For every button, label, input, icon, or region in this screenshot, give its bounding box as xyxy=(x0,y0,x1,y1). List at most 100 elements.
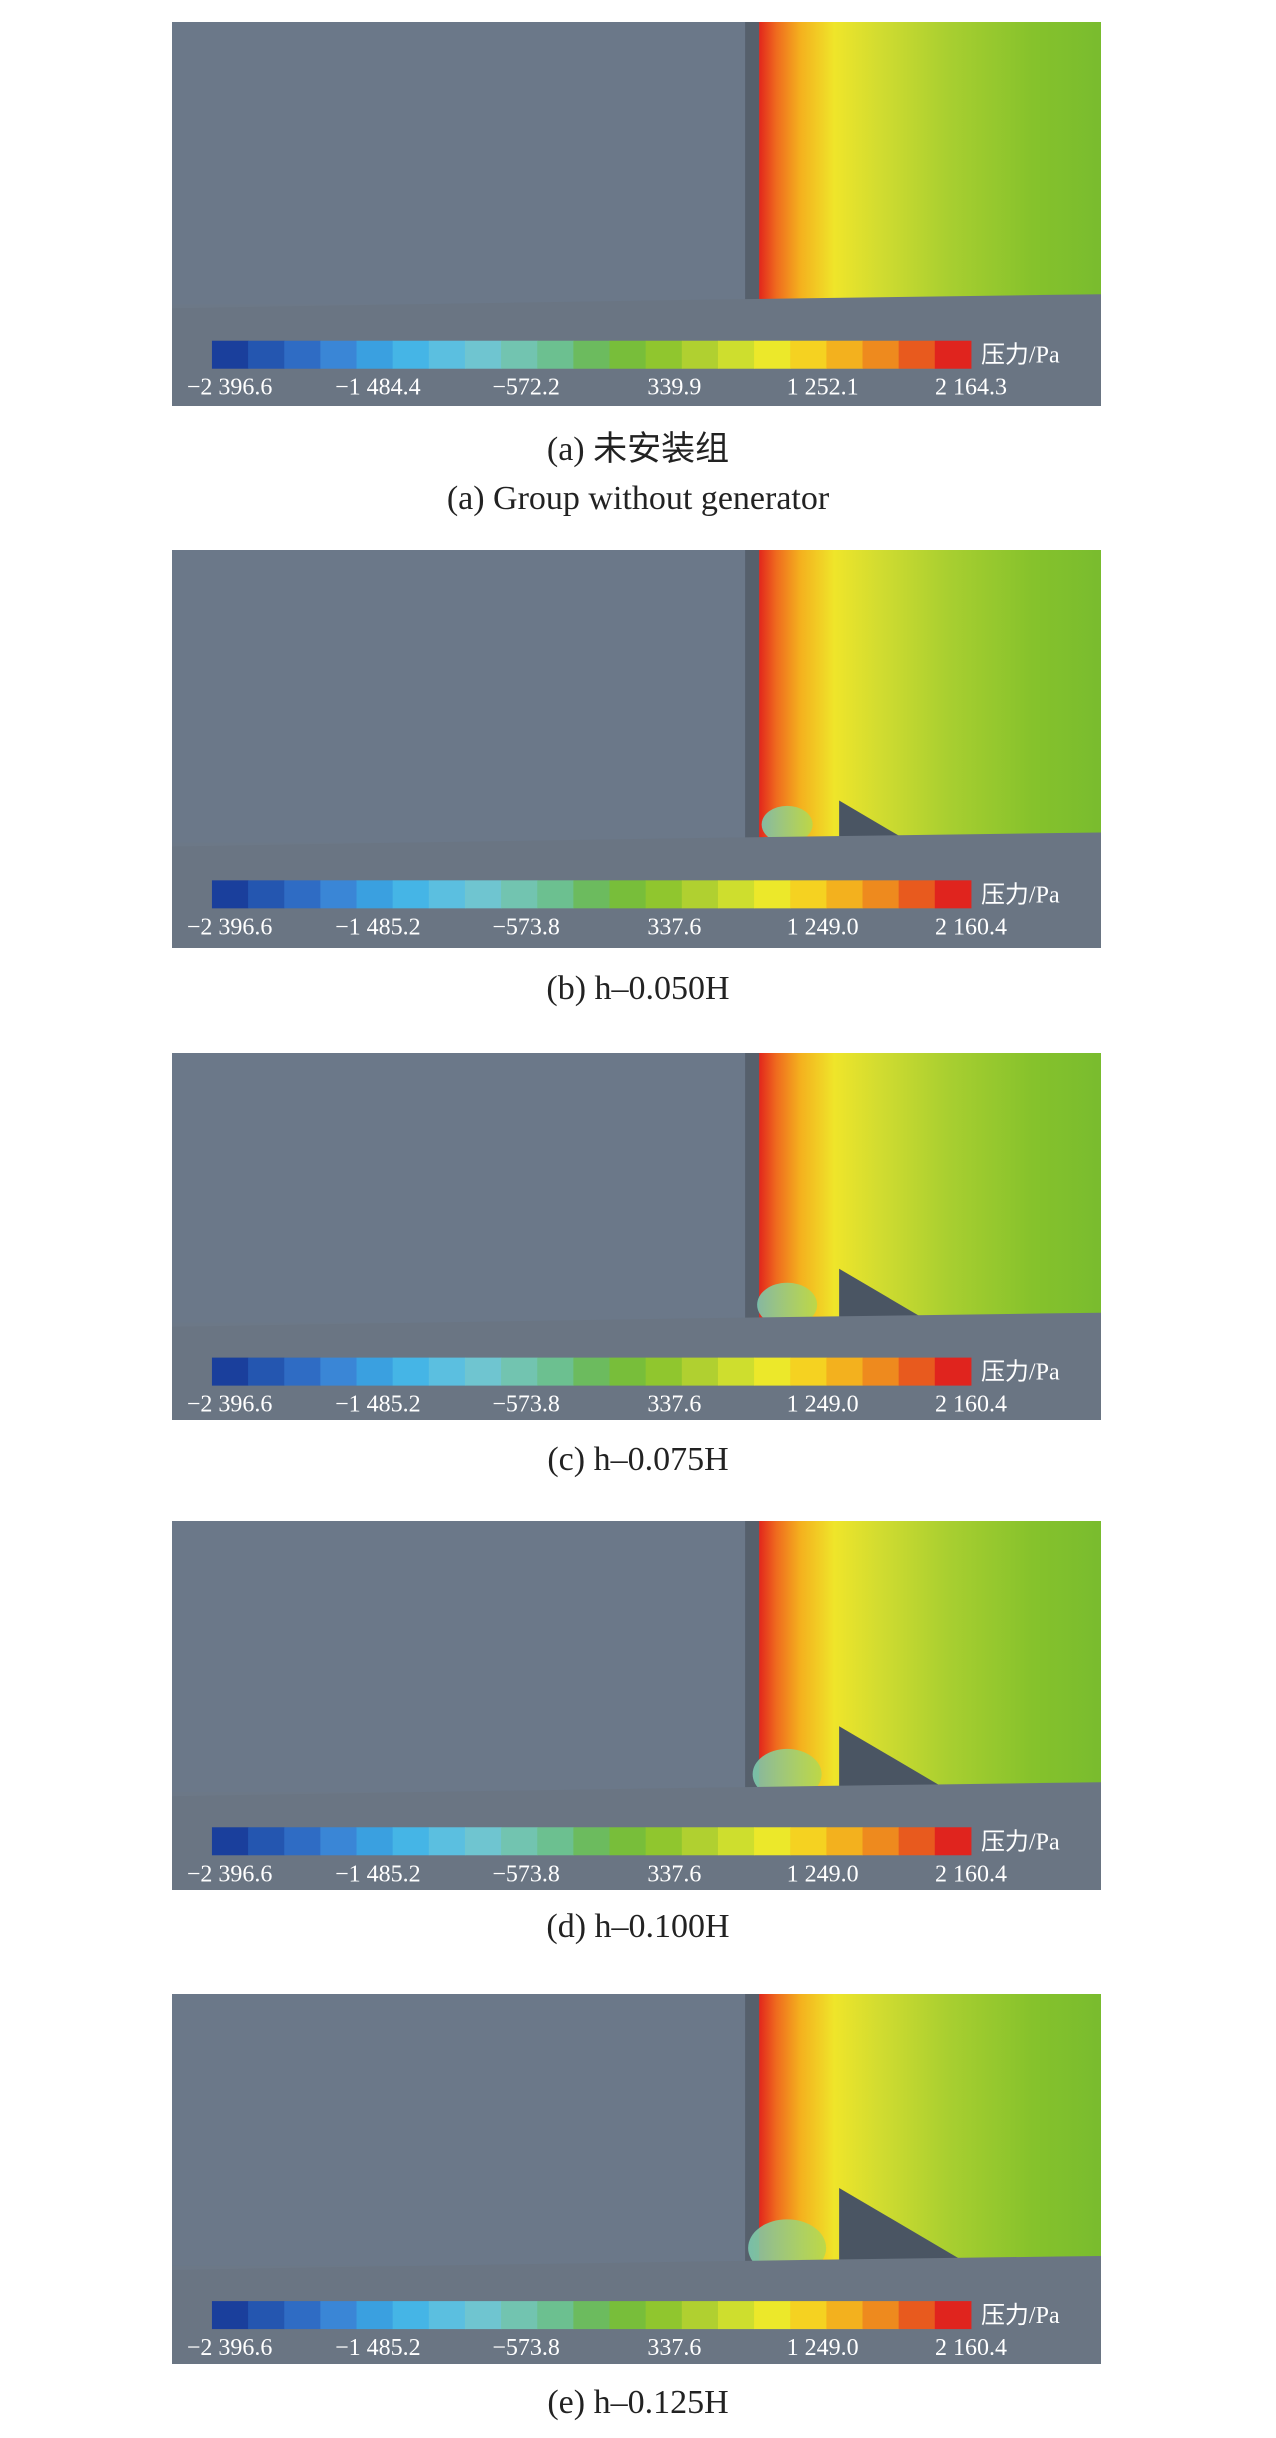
vortex-region xyxy=(757,1282,818,1327)
colorbar-band xyxy=(609,1357,647,1386)
colorbar-band xyxy=(501,880,538,909)
colorbar-band xyxy=(681,880,719,909)
colorbar-band xyxy=(717,2301,755,2330)
colorbar-band xyxy=(428,880,466,909)
colorbar-band xyxy=(248,880,285,909)
upstream-region xyxy=(172,22,760,305)
colorbar-band xyxy=(320,2301,358,2330)
colorbar-band xyxy=(898,1357,936,1386)
caption: (e) h‒0.125H xyxy=(547,2384,728,2421)
colorbar-label: 2 160.4 xyxy=(935,2335,1007,2361)
caption: (a) 未安装组 xyxy=(547,430,729,468)
colorbar-band xyxy=(573,2301,611,2330)
colorbar-band xyxy=(790,1357,827,1386)
colorbar-label: 337.6 xyxy=(647,1861,701,1887)
colorbar-band xyxy=(826,880,864,909)
colorbar-band xyxy=(790,2301,827,2330)
colorbar-title: 压力/Pa xyxy=(981,2302,1060,2329)
colorbar-band xyxy=(392,340,430,369)
colorbar-band xyxy=(428,1827,466,1856)
colorbar-band xyxy=(681,1357,719,1386)
colorbar-label: 2 160.4 xyxy=(935,1392,1007,1418)
colorbar-band xyxy=(537,2301,574,2330)
colorbar-band xyxy=(320,1357,358,1386)
colorbar-band xyxy=(428,2301,466,2330)
colorbar-band xyxy=(826,1827,864,1856)
colorbar-label: 337.6 xyxy=(647,914,701,940)
colorbar-label: −1 485.2 xyxy=(335,1861,421,1887)
panel: 压力/Pa −2 396.6 −1 484.4 −572.2 339.9 1 252.1 2… xyxy=(172,22,1101,517)
colorbar-band xyxy=(862,880,900,909)
colorbar-band xyxy=(934,340,972,369)
colorbar-band xyxy=(464,2301,502,2330)
colorbar-band xyxy=(501,1827,538,1856)
colorbar-band xyxy=(501,340,538,369)
wall-shadow xyxy=(745,550,760,843)
colorbar-band xyxy=(754,340,791,369)
colorbar-band xyxy=(428,1357,466,1386)
colorbar-band xyxy=(356,340,394,369)
colorbar-band xyxy=(392,1357,430,1386)
vortex-generator xyxy=(839,1268,931,1323)
colorbar-band xyxy=(573,1357,611,1386)
upstream-region xyxy=(172,1521,760,1793)
colorbar-band xyxy=(573,340,611,369)
caption: (b) h‒0.050H xyxy=(546,970,729,1007)
colorbar-band xyxy=(609,340,647,369)
colorbar-label: 1 252.1 xyxy=(787,375,859,401)
colorbar-band xyxy=(898,2301,936,2330)
colorbar-band xyxy=(392,2301,430,2330)
colorbar-band xyxy=(284,340,321,369)
upstream-region xyxy=(172,550,760,843)
colorbar-band xyxy=(537,880,574,909)
colorbar-band xyxy=(681,1827,719,1856)
colorbar-band xyxy=(356,2301,394,2330)
colorbar-label: −1 485.2 xyxy=(335,1392,421,1418)
colorbar-label: 1 249.0 xyxy=(787,2335,859,2361)
colorbar-band xyxy=(211,340,249,369)
colorbar-band xyxy=(826,1357,864,1386)
colorbar-band xyxy=(320,1827,358,1856)
upstream-region xyxy=(172,1994,760,2266)
colorbar-band xyxy=(754,1827,791,1856)
colorbar-title: 压力/Pa xyxy=(981,342,1060,369)
vortex-region xyxy=(761,805,813,844)
panel: 压力/Pa −2 396.6 −1 485.2 −573.8 337.6 1 249.0 2… xyxy=(172,550,1101,1007)
caption-english: (a) Group without generator xyxy=(447,480,830,517)
colorbar-band xyxy=(356,880,394,909)
pressure-field xyxy=(759,22,1101,305)
colorbar-label: −2 396.6 xyxy=(187,375,273,401)
vortex-generator xyxy=(839,2187,972,2266)
colorbar-band xyxy=(862,2301,900,2330)
colorbar-band xyxy=(717,1357,755,1386)
colorbar-band xyxy=(537,340,574,369)
colorbar-band xyxy=(934,1827,972,1856)
colorbar-label: −573.8 xyxy=(492,1392,560,1418)
vortex-generator xyxy=(839,800,911,843)
colorbar-band xyxy=(934,2301,972,2330)
colorbar-band xyxy=(501,1357,538,1386)
colorbar-band xyxy=(826,2301,864,2330)
colorbar-band xyxy=(284,1827,321,1856)
colorbar-label: 2 160.4 xyxy=(935,1861,1007,1887)
colorbar-label: −2 396.6 xyxy=(187,1861,273,1887)
colorbar-band xyxy=(717,880,755,909)
colorbar-label: −573.8 xyxy=(492,1861,560,1887)
colorbar-band xyxy=(681,2301,719,2330)
colorbar-band xyxy=(284,1357,321,1386)
colorbar-band xyxy=(609,2301,647,2330)
colorbar-band xyxy=(862,340,900,369)
wall-shadow xyxy=(745,1994,760,2266)
colorbar-band xyxy=(826,340,864,369)
colorbar-band xyxy=(681,340,719,369)
colorbar-band xyxy=(934,880,972,909)
caption: (d) h‒0.100H xyxy=(546,1908,729,1945)
colorbar-label: 2 164.3 xyxy=(935,375,1007,401)
colorbar-band xyxy=(645,1827,683,1856)
colorbar-band xyxy=(898,340,936,369)
panel: 压力/Pa −2 396.6 −1 485.2 −573.8 337.6 1 249.0 2… xyxy=(172,1521,1101,1945)
colorbar-label: 337.6 xyxy=(647,2335,701,2361)
colorbar-band xyxy=(501,2301,538,2330)
pressure-field xyxy=(759,1994,1101,2266)
